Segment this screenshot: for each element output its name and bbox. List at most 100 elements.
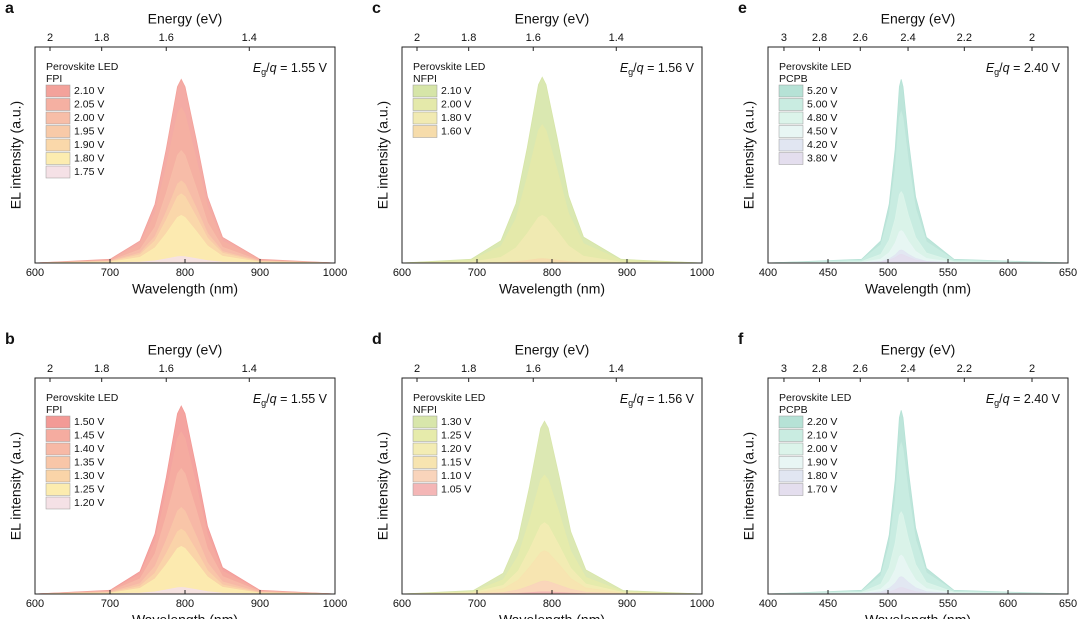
legend-swatch bbox=[778, 152, 804, 165]
legend-subtitle: PCPB bbox=[779, 73, 808, 85]
legend-swatch bbox=[412, 469, 438, 483]
annotation-part: q bbox=[270, 392, 277, 406]
annotation-part: E bbox=[620, 61, 629, 75]
x-tick-label: 800 bbox=[543, 598, 561, 610]
x-tick-label: 1000 bbox=[323, 267, 347, 279]
legend-label: 2.05 V bbox=[74, 98, 104, 110]
legend-swatch bbox=[45, 152, 71, 165]
x-tick-label: 900 bbox=[618, 267, 636, 279]
x-tick-label: 450 bbox=[819, 267, 837, 279]
x2-axis-label: Energy (eV) bbox=[515, 342, 590, 358]
x-tick-label: 500 bbox=[879, 598, 897, 610]
legend-swatch bbox=[412, 442, 438, 456]
x2-tick-label: 1.6 bbox=[159, 363, 174, 375]
x2-tick-label: 2.2 bbox=[957, 32, 972, 44]
legend-label: 1.40 V bbox=[74, 443, 104, 455]
legend-swatch bbox=[412, 456, 438, 469]
x2-tick-label: 1.6 bbox=[159, 32, 174, 44]
panel: 600 700 800 900 1000 2 1.8 1.6 1.4 Wavelength (nm… bbox=[5, 331, 347, 619]
x-axis-label: Wavelength (nm) bbox=[499, 281, 605, 297]
x2-tick-label: 1.4 bbox=[242, 32, 257, 44]
legend-label: 1.90 V bbox=[807, 456, 837, 468]
spectrum-area bbox=[767, 511, 1069, 595]
x2-tick-label: 2.6 bbox=[853, 363, 868, 375]
legend-swatch bbox=[412, 98, 438, 111]
legend-label: 4.20 V bbox=[807, 139, 837, 151]
x-axis-label: Wavelength (nm) bbox=[499, 612, 605, 619]
annotation-part: q bbox=[1003, 392, 1010, 406]
annotation-part: g bbox=[261, 67, 266, 77]
legend-title: Perovskite LED bbox=[413, 392, 486, 404]
legend-label: 5.00 V bbox=[807, 98, 837, 110]
legend-swatch bbox=[45, 456, 71, 469]
legend-swatch bbox=[45, 483, 71, 496]
legend-label: 1.60 V bbox=[441, 125, 471, 137]
spectrum-area bbox=[767, 576, 1069, 595]
legend-swatch bbox=[45, 429, 71, 442]
annotation: Eg/q = 1.55 V bbox=[253, 61, 328, 77]
x-tick-label: 1000 bbox=[690, 267, 714, 279]
legend-subtitle: FPI bbox=[46, 404, 62, 416]
legend-label: 1.15 V bbox=[441, 456, 471, 468]
legend-label: 1.75 V bbox=[74, 166, 104, 178]
legend-swatch bbox=[778, 442, 804, 456]
plot-frame bbox=[767, 377, 1069, 595]
x2-tick-label: 2.8 bbox=[812, 363, 827, 375]
legend-label: 1.20 V bbox=[441, 443, 471, 455]
legend-swatch bbox=[412, 125, 438, 138]
annotation-part: / bbox=[266, 61, 270, 75]
y-axis-label: EL intensity (a.u.) bbox=[8, 101, 24, 209]
legend-swatch bbox=[412, 111, 438, 125]
annotation-part: q bbox=[637, 392, 644, 406]
annotation: Eg/q = 2.40 V bbox=[986, 61, 1061, 77]
legend-subtitle: NFPI bbox=[413, 73, 437, 85]
legend-swatch bbox=[45, 165, 71, 179]
legend-swatch bbox=[778, 469, 804, 483]
legend-subtitle: PCPB bbox=[779, 404, 808, 416]
legend-label: 1.80 V bbox=[807, 470, 837, 482]
x-tick-label: 800 bbox=[543, 267, 561, 279]
spectrum-area bbox=[767, 110, 1069, 264]
x-axis-label: Wavelength (nm) bbox=[132, 612, 238, 619]
annotation-part: / bbox=[266, 392, 270, 406]
legend-subtitle: NFPI bbox=[413, 404, 437, 416]
x2-tick-label: 1.4 bbox=[242, 363, 257, 375]
legend-label: 1.95 V bbox=[74, 125, 104, 137]
legend-label: 2.10 V bbox=[74, 85, 104, 97]
legend-label: 1.50 V bbox=[74, 416, 104, 428]
annotation-part: / bbox=[999, 61, 1003, 75]
legend-label: 1.80 V bbox=[441, 112, 471, 124]
annotation-part: / bbox=[633, 61, 637, 75]
x-tick-label: 400 bbox=[759, 267, 777, 279]
legend-swatch bbox=[412, 415, 438, 429]
legend-label: 1.05 V bbox=[441, 483, 471, 495]
panel: 400 450 500 550 600 650 3 2.8 2.6 2.4 2.2 2 Waveleng… bbox=[738, 0, 1077, 296]
legend-label: 3.80 V bbox=[807, 152, 837, 164]
panel-letter: b bbox=[5, 331, 15, 348]
x-tick-label: 700 bbox=[101, 598, 119, 610]
legend-swatch bbox=[778, 456, 804, 469]
annotation-part: E bbox=[986, 61, 995, 75]
legend-swatch bbox=[778, 84, 804, 98]
annotation-part: g bbox=[994, 398, 999, 408]
x2-tick-label: 2 bbox=[47, 32, 53, 44]
x-tick-label: 600 bbox=[393, 598, 411, 610]
legend-label: 2.20 V bbox=[807, 416, 837, 428]
x2-axis-label: Energy (eV) bbox=[881, 11, 956, 27]
annotation: Eg/q = 1.56 V bbox=[620, 61, 695, 77]
x2-tick-label: 2 bbox=[1029, 363, 1035, 375]
legend-label: 4.50 V bbox=[807, 125, 837, 137]
x2-tick-label: 1.8 bbox=[461, 363, 476, 375]
spectrum-area bbox=[767, 554, 1069, 595]
legend-swatch bbox=[45, 469, 71, 483]
legend-swatch bbox=[412, 483, 438, 496]
annotation-part: = 1.56 V bbox=[644, 392, 695, 406]
x-tick-label: 900 bbox=[251, 267, 269, 279]
panel: 600 700 800 900 1000 2 1.8 1.6 1.4 Wavelength (nm… bbox=[5, 0, 347, 296]
legend-label: 1.20 V bbox=[74, 497, 104, 509]
spectrum-area bbox=[34, 546, 336, 595]
legend-label: 1.80 V bbox=[74, 152, 104, 164]
legend-swatch bbox=[412, 84, 438, 98]
annotation-part: E bbox=[620, 392, 629, 406]
